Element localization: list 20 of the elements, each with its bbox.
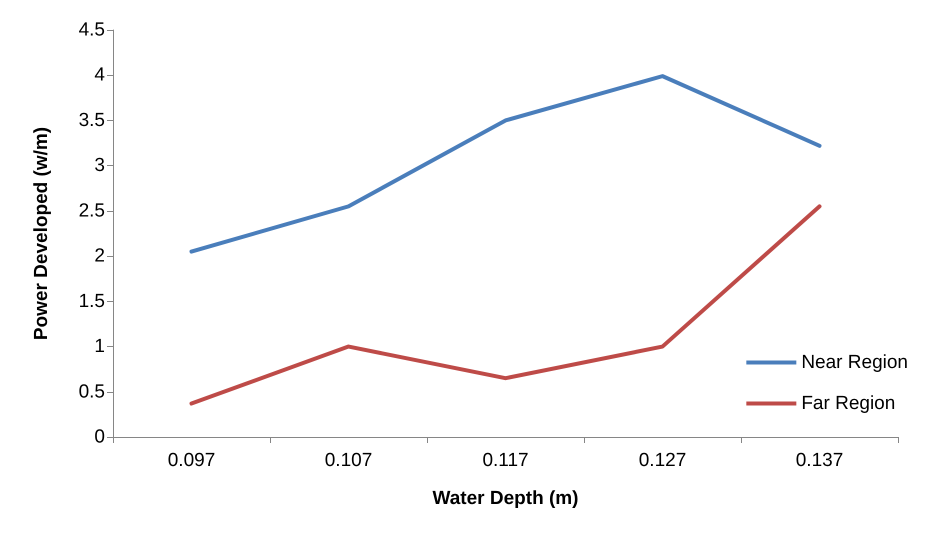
x-tick-label: 0.117 <box>482 450 529 471</box>
x-tick-label: 0.097 <box>168 450 216 471</box>
y-tick-label: 2 <box>94 246 105 267</box>
legend-label: Far Region <box>801 393 896 414</box>
y-tick-label: 1 <box>94 336 105 358</box>
y-tick-label: 0 <box>94 426 105 448</box>
y-axis-title: Power Developed (w/m) <box>31 126 52 340</box>
y-tick-label: 1.5 <box>78 290 105 312</box>
legend-label: Near Region <box>801 352 908 373</box>
y-tick-label: 4 <box>94 64 106 86</box>
y-tick-label: 3.5 <box>78 110 105 131</box>
x-tick-label: 0.137 <box>796 450 844 471</box>
y-tick-label: 2.5 <box>78 200 105 222</box>
x-tick-label: 0.127 <box>638 450 686 471</box>
x-tick-label: 0.107 <box>324 450 372 471</box>
x-axis-title: Water Depth (m) <box>432 488 579 509</box>
y-tick-label: 0.5 <box>78 381 105 402</box>
y-tick-label: 4.5 <box>78 20 105 40</box>
y-tick-label: 3 <box>94 155 105 176</box>
line-series <box>190 74 822 254</box>
